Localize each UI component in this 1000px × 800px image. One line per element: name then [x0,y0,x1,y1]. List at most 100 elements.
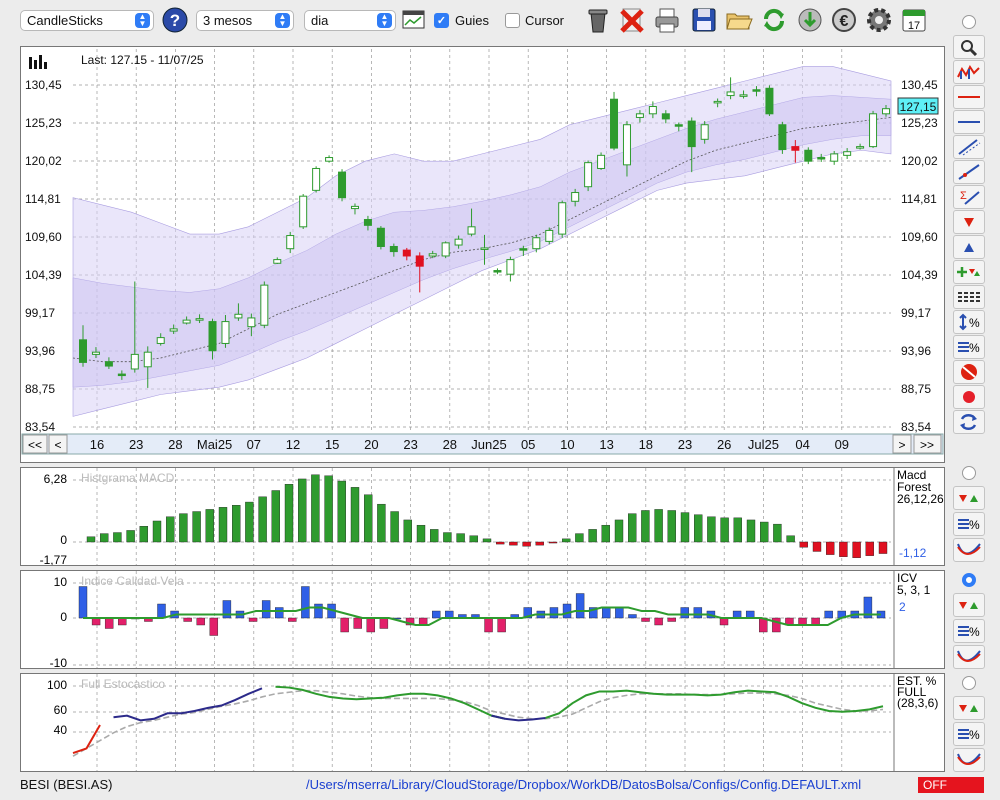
stoch-signals-button[interactable] [953,696,985,720]
macd-bar [694,514,703,543]
candle [143,346,152,388]
stoch-chart[interactable]: Full Estocastico 100 60 40 EST. % FULL (… [21,674,944,771]
stoch-panel: Full Estocastico 100 60 40 EST. % FULL (… [20,673,945,772]
date-label: 23 [678,437,692,452]
icv-signals-button[interactable] [953,593,985,617]
nav-prev-button[interactable]: < [48,434,68,454]
calendar-icon[interactable]: 17 [900,6,928,34]
macd-chart[interactable]: Histgrama MACD 6,28 0 -1,77 Macd Forest … [21,468,944,565]
stoch-tick-40: 40 [54,723,68,737]
icv-bar [772,617,781,633]
macd-bar [614,519,624,543]
stoch-curve-button[interactable] [953,748,985,772]
channel-tool-button[interactable] [953,135,985,159]
candle [830,150,839,165]
record-button[interactable] [953,385,985,409]
delete-icon[interactable] [618,6,646,34]
blue-line-button[interactable] [953,110,985,134]
save-icon[interactable] [690,6,718,34]
nav-first-button[interactable]: << [22,434,48,454]
macd-signals-button[interactable] [953,486,985,510]
chevron-updown-icon: ▲ ▼ [377,13,392,28]
candle [674,122,683,132]
red-line-button[interactable] [953,85,985,109]
price-tick-left: 130,45 [25,78,62,92]
icv-curve-button[interactable] [953,645,985,669]
macd-bar [416,524,426,543]
date-label: 26 [717,437,731,452]
levels-button[interactable] [953,285,985,309]
chart-window-icon[interactable] [402,9,430,37]
candle [856,143,865,150]
price-tick-right: 125,23 [901,116,938,130]
config-path-link[interactable]: /Users/mserra/Library/CloudStorage/Dropb… [306,777,862,792]
cursor-checkbox[interactable] [505,13,520,28]
arrow-up-button[interactable] [953,235,985,259]
macd-bar [562,538,571,543]
candle [661,110,670,124]
icv-bar [301,586,310,619]
candle [104,357,113,369]
icv-bar [118,617,127,626]
icv-bar [811,617,820,626]
indicator-tool-button[interactable] [953,60,985,84]
nav-last-button[interactable]: >> [913,434,942,454]
icv-lines-percent-button[interactable]: % [953,619,985,643]
trash-icon[interactable] [584,6,612,34]
swap-button[interactable] [953,410,985,434]
range-percent-icon: % [959,313,980,331]
period-select[interactable]: 3 mesos ▲ ▼ [196,10,294,31]
date-label: 16 [90,437,104,452]
status-off-badge[interactable]: OFF [918,777,984,793]
icv-panel-radio[interactable] [962,573,976,587]
oscillator-curve-icon [957,543,981,555]
open-folder-icon[interactable] [725,6,753,34]
svg-text:%: % [969,518,980,532]
icv-bar [366,617,376,633]
price-chart[interactable]: 130,45 130,45 125,23 125,23 120,02 120,02 114,… [21,47,944,462]
gear-icon[interactable] [865,6,893,34]
macd-curve-button[interactable] [953,538,985,562]
price-tick-right: 114,81 [901,192,937,206]
macd-watermark: Histgrama MACD [81,471,175,485]
date-label: 10 [560,437,574,452]
bars-icon [29,55,47,69]
macd-tick-zero: 0 [60,533,67,547]
chart-type-select[interactable]: CandleSticks ▲ ▼ [20,10,154,31]
download-icon[interactable] [796,6,824,34]
help-icon[interactable]: ? [161,6,189,34]
candle [130,281,139,373]
trendline-tool-button[interactable] [953,160,985,184]
macd-bar [641,510,650,543]
macd-panel-radio[interactable] [962,466,976,480]
print-icon[interactable] [653,6,681,34]
magnifier-icon [961,40,978,56]
lines-percent-button[interactable]: % [953,335,985,359]
range-percent-button[interactable]: % [953,310,985,334]
main-panel-radio[interactable] [962,15,976,29]
macd-bar [139,526,149,543]
candle [532,234,541,253]
arrow-down-button[interactable] [953,210,985,234]
refresh-icon[interactable] [760,6,788,34]
candle [299,193,308,229]
interval-select[interactable]: dia ▲ ▼ [304,10,396,31]
zoom-tool-button[interactable] [953,35,985,59]
add-signal-button[interactable] [953,260,985,284]
nav-next-button[interactable]: > [892,434,912,454]
stoch-lines-percent-button[interactable]: % [953,722,985,746]
icv-chart[interactable]: Indice Calidad Vela 10 0 -10 ICV 5, 3, 1… [21,571,944,668]
icv-bar [418,617,428,626]
macd-lines-percent-button[interactable]: % [953,512,985,536]
candle [571,188,580,207]
icv-panel: Indice Calidad Vela 10 0 -10 ICV 5, 3, 1… [20,570,945,669]
sigma-tool-button[interactable]: Σ [953,185,985,209]
macd-bar [86,536,96,543]
stop-button[interactable] [953,360,985,384]
icv-bar [78,586,88,619]
candle [273,257,282,264]
stoch-panel-radio[interactable] [962,676,976,690]
euro-icon[interactable]: € [830,6,858,34]
period-value: 3 mesos [203,13,253,28]
guides-checkbox[interactable]: ✓ [434,13,449,28]
